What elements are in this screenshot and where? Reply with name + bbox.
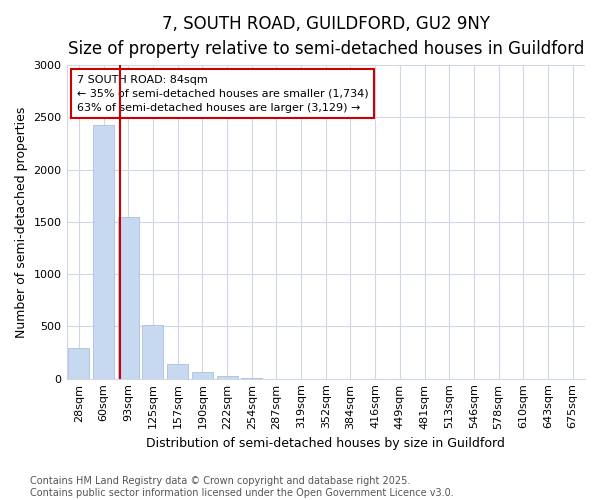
Text: 7 SOUTH ROAD: 84sqm
← 35% of semi-detached houses are smaller (1,734)
63% of sem: 7 SOUTH ROAD: 84sqm ← 35% of semi-detach… <box>77 74 368 112</box>
Title: 7, SOUTH ROAD, GUILDFORD, GU2 9NY
Size of property relative to semi-detached hou: 7, SOUTH ROAD, GUILDFORD, GU2 9NY Size o… <box>68 15 584 58</box>
Bar <box>68 348 89 378</box>
Bar <box>167 364 188 378</box>
Bar <box>217 376 238 378</box>
Bar <box>192 372 213 378</box>
Bar <box>93 124 114 378</box>
Bar <box>142 325 163 378</box>
X-axis label: Distribution of semi-detached houses by size in Guildford: Distribution of semi-detached houses by … <box>146 437 505 450</box>
Y-axis label: Number of semi-detached properties: Number of semi-detached properties <box>15 106 28 338</box>
Bar <box>118 217 139 378</box>
Text: Contains HM Land Registry data © Crown copyright and database right 2025.
Contai: Contains HM Land Registry data © Crown c… <box>30 476 454 498</box>
